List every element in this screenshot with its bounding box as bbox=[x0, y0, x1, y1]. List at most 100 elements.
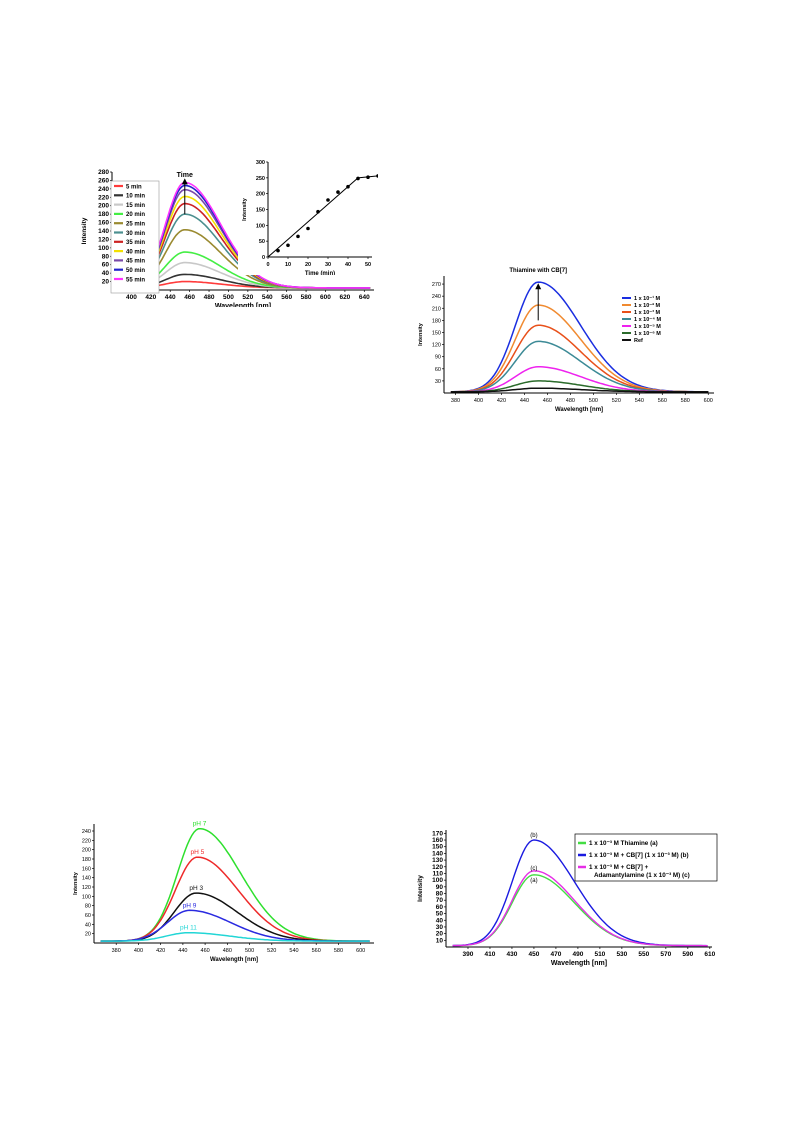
series-line bbox=[450, 366, 709, 393]
y-axis-label: Intensity bbox=[73, 871, 79, 895]
x-tick-label: 420 bbox=[145, 294, 156, 301]
x-tick-label: 400 bbox=[474, 398, 483, 404]
data-point bbox=[346, 184, 350, 189]
y-tick-label: 30 bbox=[436, 924, 444, 931]
y-tick-label: 220 bbox=[82, 838, 91, 844]
y-tick-label: 300 bbox=[256, 160, 265, 166]
x-tick-label: 10 bbox=[285, 262, 291, 268]
x-tick-label: 440 bbox=[520, 398, 529, 404]
series-peak-label: (c) bbox=[530, 866, 537, 872]
x-tick-label: 50 bbox=[365, 262, 371, 268]
x-tick-label: 580 bbox=[681, 398, 690, 404]
x-tick-label: 20 bbox=[305, 262, 311, 268]
y-tick-label: 40 bbox=[102, 270, 110, 277]
y-tick-label: 40 bbox=[436, 917, 444, 924]
data-point bbox=[306, 226, 310, 231]
y-tick-label: 270 bbox=[432, 282, 441, 288]
x-tick-label: 520 bbox=[242, 294, 253, 301]
y-tick-label: 120 bbox=[82, 885, 91, 891]
x-tick-label: 520 bbox=[267, 948, 276, 954]
x-tick-label: 550 bbox=[638, 951, 649, 958]
x-tick-label: 480 bbox=[204, 294, 215, 301]
inset-background bbox=[238, 155, 378, 275]
y-tick-label: 160 bbox=[98, 220, 109, 227]
y-axis-label: Intensity bbox=[242, 197, 248, 221]
legend-label: 1 x 10⁻¹ M bbox=[634, 295, 661, 302]
x-tick-label: 600 bbox=[704, 398, 713, 404]
y-tick-label: 0 bbox=[262, 255, 265, 261]
x-tick-label: 520 bbox=[612, 398, 621, 404]
legend-label: 5 min bbox=[126, 184, 142, 190]
legend-label: 1 x 10⁻⁴ M bbox=[634, 317, 661, 323]
legend-label: 25 min bbox=[126, 222, 145, 228]
x-tick-label: 570 bbox=[660, 951, 671, 958]
y-tick-label: 20 bbox=[85, 932, 91, 938]
legend-label: 1 x 10⁻² M bbox=[634, 302, 661, 309]
series-peak-label: (b) bbox=[530, 833, 537, 839]
x-tick-label: 450 bbox=[529, 951, 540, 958]
y-tick-label: 60 bbox=[436, 904, 444, 911]
x-tick-label: 560 bbox=[312, 948, 321, 954]
legend-label: 55 min bbox=[126, 277, 145, 283]
legend-label: 15 min bbox=[126, 203, 145, 209]
y-axis-label: Intensity bbox=[418, 322, 424, 346]
legend-label: 20 min bbox=[126, 212, 145, 218]
y-tick-label: 100 bbox=[82, 894, 91, 900]
x-tick-label: 540 bbox=[289, 948, 298, 954]
legend-label: 40 min bbox=[126, 249, 145, 255]
data-point bbox=[376, 174, 378, 178]
y-tick-label: 150 bbox=[256, 208, 265, 214]
series-label: pH 5 bbox=[190, 849, 204, 856]
x-tick-label: 470 bbox=[550, 951, 561, 958]
x-tick-label: 560 bbox=[281, 294, 292, 301]
time-arrow-head bbox=[181, 178, 188, 185]
x-axis-label: Time (min) bbox=[305, 271, 335, 275]
data-point bbox=[286, 243, 290, 248]
data-point bbox=[296, 234, 300, 239]
legend-box bbox=[110, 180, 160, 294]
y-tick-label: 120 bbox=[98, 236, 109, 243]
x-tick-label: 600 bbox=[356, 948, 365, 954]
x-tick-label: 510 bbox=[594, 951, 605, 958]
y-tick-label: 200 bbox=[256, 192, 265, 198]
y-tick-label: 150 bbox=[432, 844, 443, 851]
x-tick-label: 440 bbox=[178, 948, 187, 954]
series-line bbox=[100, 856, 370, 942]
y-axis-label: Intensity bbox=[81, 217, 88, 244]
x-axis-label: Wavelength [nm] bbox=[210, 957, 258, 963]
x-tick-label: 580 bbox=[334, 948, 343, 954]
y-tick-label: 260 bbox=[98, 177, 109, 184]
y-tick-label: 150 bbox=[432, 330, 441, 336]
y-tick-label: 60 bbox=[102, 262, 110, 269]
legend-box bbox=[574, 833, 718, 882]
y-tick-label: 100 bbox=[256, 223, 265, 229]
y-tick-label: 180 bbox=[98, 211, 109, 218]
time-annotation: Time bbox=[177, 172, 193, 179]
chart-competition: 390 410 430 450 470 490 510 530 550 570 590 610 1020… bbox=[417, 830, 718, 967]
y-tick-label: 60 bbox=[85, 913, 91, 919]
y-tick-label: 200 bbox=[98, 203, 109, 210]
chart-time-series: 400 420 440 460 480 500 520 540 560 580 600 620 6402… bbox=[81, 169, 374, 307]
y-tick-label: 90 bbox=[435, 355, 441, 361]
legend-label: 1 x 10⁻³ M + CB[7] + bbox=[589, 864, 649, 871]
y-tick-label: 30 bbox=[435, 379, 441, 385]
legend-label: 1 x 10⁻³ M Thiamine (a) bbox=[589, 840, 658, 847]
x-tick-label: 500 bbox=[245, 948, 254, 954]
legend-label: 1 x 10⁻⁶ M bbox=[634, 331, 661, 337]
series-peak-label: (a) bbox=[530, 878, 537, 884]
legend-label: 1 x 10⁻⁵ M bbox=[634, 324, 661, 330]
x-tick-label: 460 bbox=[543, 398, 552, 404]
x-axis-label: Wavelength [nm] bbox=[215, 303, 271, 307]
y-tick-label: 70 bbox=[436, 897, 444, 904]
x-tick-label: 490 bbox=[572, 951, 583, 958]
data-point bbox=[326, 198, 330, 202]
y-tick-label: 160 bbox=[82, 866, 91, 872]
y-tick-label: 170 bbox=[432, 830, 443, 837]
x-tick-label: 380 bbox=[451, 398, 460, 404]
y-tick-label: 110 bbox=[433, 870, 444, 877]
x-tick-label: 480 bbox=[566, 398, 575, 404]
y-tick-label: 20 bbox=[102, 279, 110, 286]
y-tick-label: 220 bbox=[98, 194, 109, 201]
data-point bbox=[356, 176, 360, 181]
x-tick-label: 390 bbox=[463, 951, 474, 958]
